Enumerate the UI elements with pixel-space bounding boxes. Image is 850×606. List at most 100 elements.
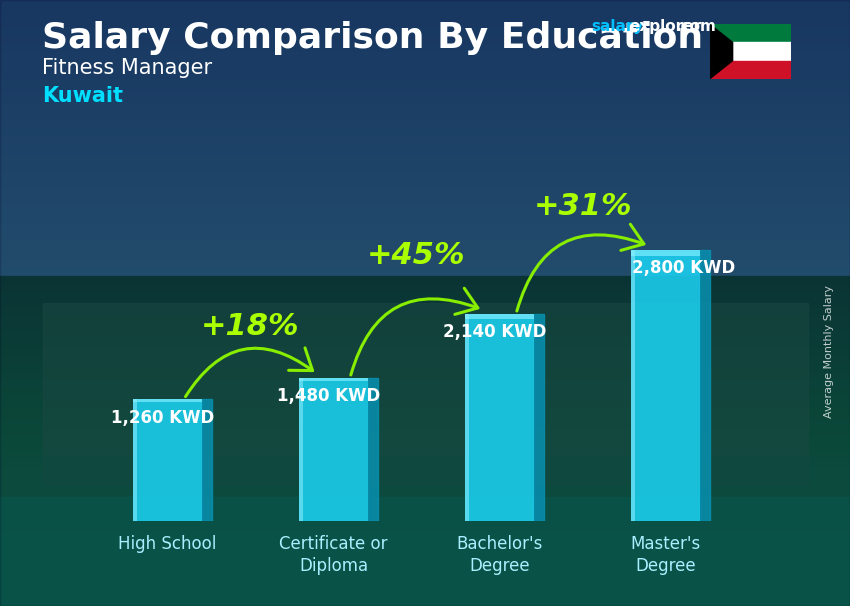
Bar bbox=[0, 139, 850, 142]
Bar bbox=[0, 391, 850, 394]
Bar bbox=[0, 506, 850, 509]
Bar bbox=[0, 582, 850, 585]
Bar bbox=[0, 267, 850, 270]
Bar bbox=[0, 397, 850, 400]
Bar bbox=[0, 585, 850, 588]
Bar bbox=[0, 55, 850, 58]
Bar bbox=[0, 94, 850, 97]
Bar bbox=[0, 306, 850, 309]
Bar bbox=[298, 378, 303, 521]
Bar bbox=[0, 58, 850, 61]
Bar bbox=[0, 436, 850, 439]
Text: .com: .com bbox=[676, 19, 717, 35]
Text: +31%: +31% bbox=[533, 191, 632, 221]
Text: 1,260 KWD: 1,260 KWD bbox=[111, 408, 214, 427]
Bar bbox=[0, 3, 850, 6]
Text: Kuwait: Kuwait bbox=[42, 86, 123, 106]
Bar bbox=[0, 300, 850, 303]
Bar bbox=[0, 103, 850, 106]
Bar bbox=[0, 464, 850, 467]
Bar bbox=[0, 579, 850, 582]
Bar bbox=[0, 85, 850, 88]
Bar bbox=[0, 285, 850, 288]
Bar bbox=[0, 297, 850, 300]
Bar bbox=[0, 600, 850, 603]
Bar bbox=[298, 378, 368, 381]
Bar bbox=[0, 179, 850, 182]
Bar bbox=[133, 399, 202, 402]
Bar bbox=[0, 594, 850, 597]
FancyBboxPatch shape bbox=[535, 314, 544, 521]
Bar bbox=[0, 245, 850, 248]
Bar bbox=[0, 442, 850, 445]
Bar bbox=[0, 500, 850, 503]
Bar bbox=[0, 112, 850, 115]
Bar bbox=[0, 52, 850, 55]
Bar bbox=[0, 42, 850, 45]
Bar bbox=[0, 109, 850, 112]
Bar bbox=[0, 318, 850, 321]
Bar bbox=[0, 603, 850, 606]
Bar bbox=[0, 403, 850, 406]
Bar bbox=[0, 351, 850, 355]
Bar bbox=[631, 250, 635, 521]
Bar bbox=[0, 118, 850, 121]
Bar bbox=[0, 148, 850, 152]
Bar bbox=[0, 573, 850, 576]
Bar bbox=[0, 76, 850, 79]
Bar bbox=[0, 15, 850, 18]
Bar bbox=[710, 61, 791, 79]
Bar bbox=[0, 315, 850, 318]
Bar bbox=[0, 79, 850, 82]
Bar bbox=[0, 561, 850, 564]
Bar bbox=[0, 164, 850, 167]
Bar bbox=[0, 364, 850, 367]
Bar bbox=[0, 424, 850, 427]
Bar bbox=[0, 482, 850, 485]
Bar bbox=[0, 261, 850, 264]
Bar bbox=[0, 203, 850, 206]
Bar bbox=[0, 236, 850, 239]
Bar bbox=[0, 82, 850, 85]
Bar bbox=[0, 61, 850, 64]
Bar bbox=[0, 485, 850, 488]
FancyArrowPatch shape bbox=[351, 288, 478, 375]
Bar bbox=[0, 288, 850, 291]
Bar bbox=[0, 336, 850, 339]
Bar bbox=[0, 230, 850, 233]
Bar bbox=[0, 158, 850, 161]
Bar bbox=[0, 512, 850, 515]
Text: +45%: +45% bbox=[367, 241, 466, 270]
Bar bbox=[0, 309, 850, 312]
Bar bbox=[0, 200, 850, 203]
Bar bbox=[0, 348, 850, 351]
Bar bbox=[42, 303, 807, 485]
Bar bbox=[0, 215, 850, 218]
Bar bbox=[0, 497, 850, 606]
Bar bbox=[0, 376, 850, 379]
Bar bbox=[0, 418, 850, 421]
Bar bbox=[0, 433, 850, 436]
Bar bbox=[710, 42, 791, 61]
Bar bbox=[465, 314, 535, 521]
Bar bbox=[0, 176, 850, 179]
Bar bbox=[0, 70, 850, 73]
Bar bbox=[0, 421, 850, 424]
Bar bbox=[0, 361, 850, 364]
Bar bbox=[0, 115, 850, 118]
Bar bbox=[0, 185, 850, 188]
Bar bbox=[0, 21, 850, 24]
Bar bbox=[0, 454, 850, 458]
Bar bbox=[0, 218, 850, 221]
Bar bbox=[0, 121, 850, 124]
Bar bbox=[0, 445, 850, 448]
Bar bbox=[0, 415, 850, 418]
Bar bbox=[0, 558, 850, 561]
Bar bbox=[0, 370, 850, 373]
Bar bbox=[0, 521, 850, 524]
Bar bbox=[0, 64, 850, 67]
Bar bbox=[0, 173, 850, 176]
Bar bbox=[133, 399, 137, 521]
Bar bbox=[0, 106, 850, 109]
Bar bbox=[0, 255, 850, 258]
